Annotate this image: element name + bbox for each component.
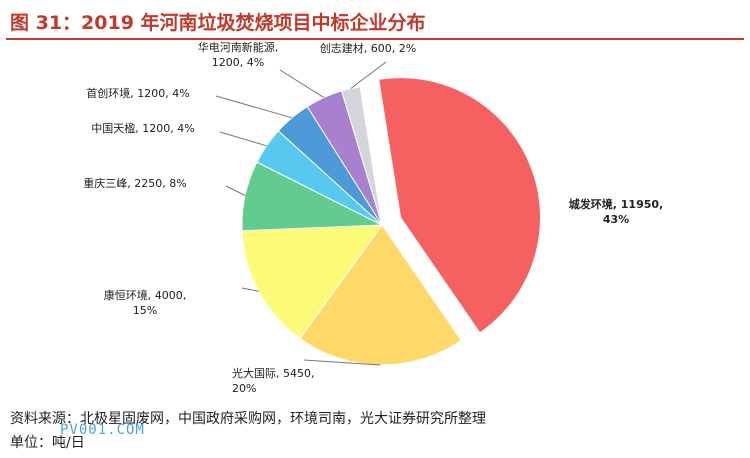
chart-title: 图 31：2019 年河南垃圾焚烧项目中标企业分布 [10,12,426,34]
title-divider [6,38,744,40]
slice-label-4: 重庆三峰, 2250, 8% [83,176,186,190]
watermark: PV001.COM [60,422,145,438]
pie-slice-2 [299,224,463,366]
slice-label-3: 康恒环境, 4000, 15% [104,288,186,317]
slice-label-2: 光大国际, 5450, 20% [232,366,314,395]
leader-line-4 [225,185,246,196]
leader-line-5 [219,131,267,147]
slice-label-6: 首创环境, 1200, 4% [86,86,189,100]
slice-label-5: 中国天楹, 1200, 4% [91,121,194,135]
leader-line-6 [215,95,293,119]
pie-chart: 城发环境, 11950, 43% 光大国际, 5450, 20% 康恒环境, 4000,… [83,40,663,395]
unit-note: 单位：吨/日 [10,435,85,451]
leader-line-8 [350,61,387,89]
slice-label-7: 华电河南新能源, 1200, 4% [198,40,279,69]
leader-line-2 [303,359,381,366]
leader-line-7 [279,69,325,99]
slice-label-8: 创志建材, 600, 2% [320,41,416,55]
pie-slice-3 [241,224,384,340]
source-note: 资料来源：北极星固废网，中国政府采购网，环境司南，光大证券研究所整理 [10,411,486,427]
slice-label-1: 城发环境, 11950, 43% [569,197,663,226]
pie-slice-1 [378,77,542,334]
leader-line-3 [241,287,259,292]
pie-slice-8 [340,86,383,226]
